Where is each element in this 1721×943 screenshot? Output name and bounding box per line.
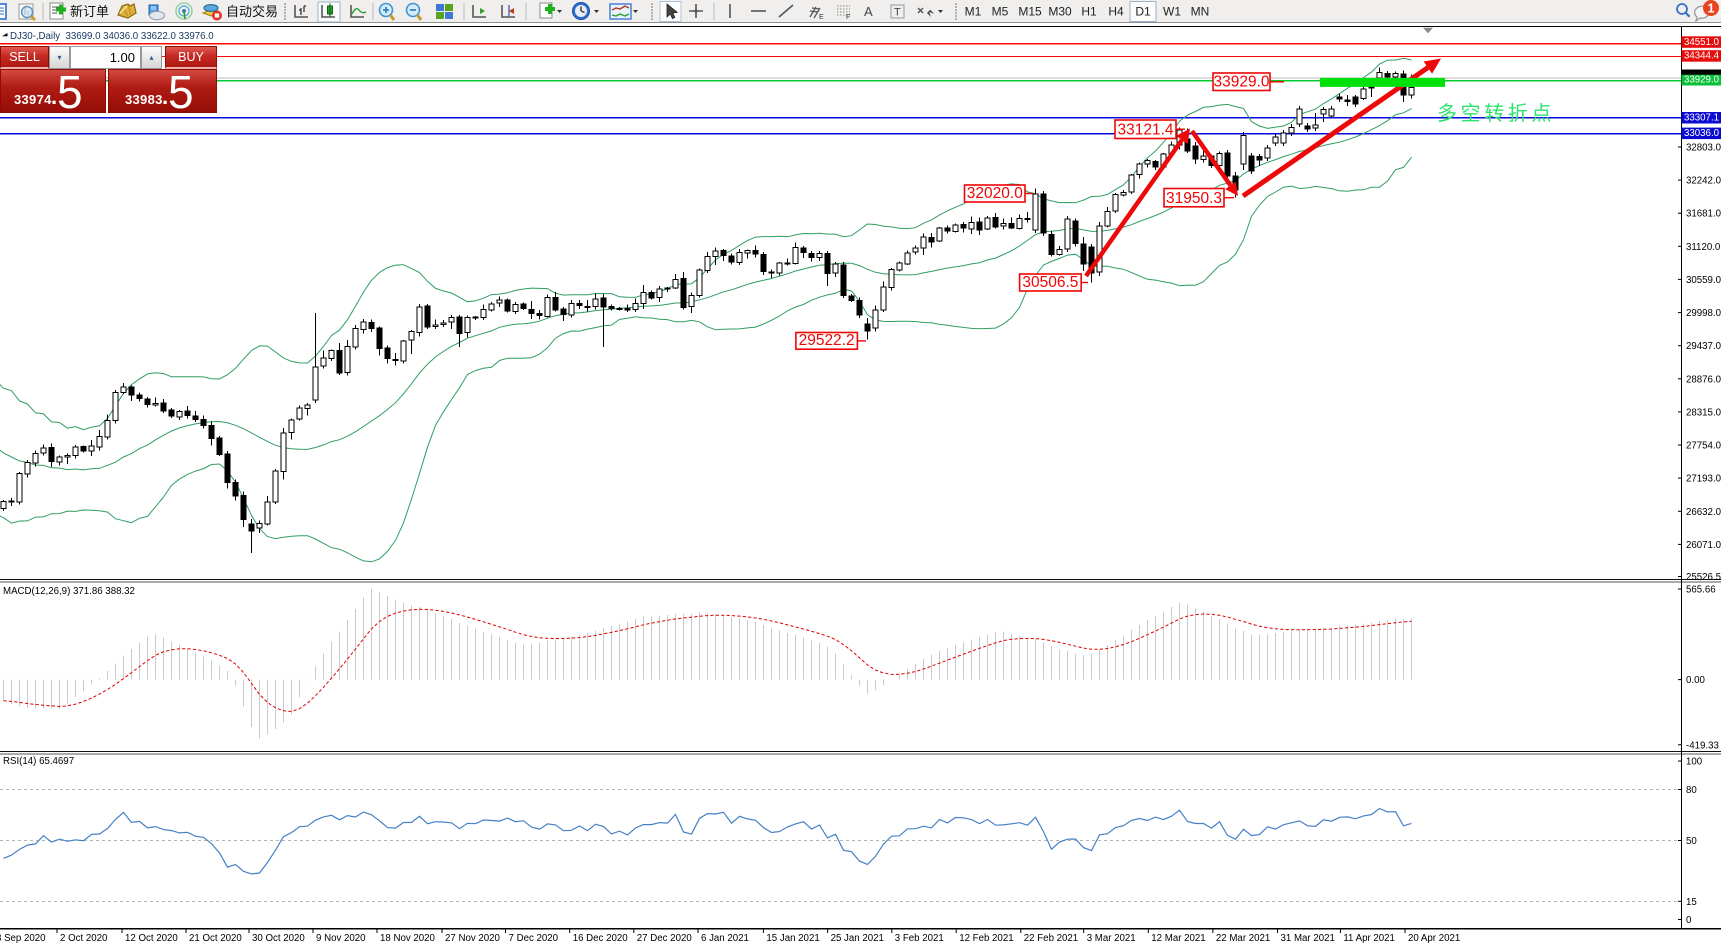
svg-text:30506.5: 30506.5: [1022, 274, 1078, 291]
svg-text:31681.0: 31681.0: [1686, 209, 1721, 220]
svg-text:25 Jan 2021: 25 Jan 2021: [831, 933, 884, 943]
svg-text:H1: H1: [1081, 5, 1097, 19]
svg-text:7 Dec 2020: 7 Dec 2020: [509, 933, 559, 943]
svg-text:27 Dec 2020: 27 Dec 2020: [637, 933, 693, 943]
svg-text:34551.0: 34551.0: [1684, 37, 1720, 48]
svg-text:3 Mar 2021: 3 Mar 2021: [1087, 933, 1136, 943]
svg-text:2 Oct 2020: 2 Oct 2020: [60, 933, 108, 943]
svg-text:28876.0: 28876.0: [1686, 374, 1721, 385]
svg-text:MN: MN: [1191, 5, 1210, 19]
svg-text:MACD(12,26,9) 371.86 388.32: MACD(12,26,9) 371.86 388.32: [3, 586, 135, 597]
svg-text:12 Oct 2020: 12 Oct 2020: [125, 933, 178, 943]
svg-text:16 Dec 2020: 16 Dec 2020: [573, 933, 629, 943]
svg-text:565.66: 565.66: [1686, 585, 1716, 596]
svg-text:A: A: [864, 4, 873, 19]
svg-text:31120.0: 31120.0: [1686, 242, 1721, 253]
svg-text:27193.0: 27193.0: [1686, 474, 1721, 485]
svg-text:M5: M5: [992, 5, 1009, 19]
svg-text:29522.2: 29522.2: [799, 332, 855, 349]
svg-text:0.00: 0.00: [1686, 675, 1705, 686]
svg-text:22 Feb 2021: 22 Feb 2021: [1024, 933, 1078, 943]
svg-text:27 Nov 2020: 27 Nov 2020: [445, 933, 501, 943]
svg-text:29437.0: 29437.0: [1686, 341, 1721, 352]
svg-text:自动交易: 自动交易: [226, 4, 278, 19]
svg-text:D1: D1: [1135, 5, 1151, 19]
svg-text:50: 50: [1686, 836, 1697, 847]
svg-text:E: E: [819, 14, 824, 21]
svg-text:22 Mar 2021: 22 Mar 2021: [1216, 933, 1270, 943]
svg-text:M30: M30: [1048, 5, 1072, 19]
svg-text:15: 15: [1686, 897, 1697, 908]
svg-text:30559.0: 30559.0: [1686, 275, 1721, 286]
svg-text:DJ30-,Daily 33699.0 34036.0 3: DJ30-,Daily 33699.0 34036.0 33622.0 3397…: [10, 31, 214, 42]
svg-text:H4: H4: [1108, 5, 1124, 19]
svg-text:3 Feb 2021: 3 Feb 2021: [895, 933, 944, 943]
svg-text:26632.0: 26632.0: [1686, 507, 1721, 518]
svg-text:1: 1: [1708, 2, 1715, 16]
svg-text:33307.1: 33307.1: [1684, 113, 1719, 124]
svg-text:多空转折点: 多空转折点: [1437, 102, 1555, 125]
svg-text:W1: W1: [1163, 5, 1181, 19]
svg-text:32020.0: 32020.0: [967, 185, 1023, 202]
svg-text:RSI(14) 65.4697: RSI(14) 65.4697: [3, 756, 74, 767]
svg-text:33036.0: 33036.0: [1684, 128, 1720, 139]
svg-text:33121.4: 33121.4: [1117, 122, 1173, 139]
svg-text:11 Apr 2021: 11 Apr 2021: [1343, 933, 1395, 943]
svg-text:29998.0: 29998.0: [1686, 308, 1721, 319]
svg-text:33929.0: 33929.0: [1684, 75, 1720, 86]
svg-text:12 Mar 2021: 12 Mar 2021: [1151, 933, 1205, 943]
svg-text:9 Nov 2020: 9 Nov 2020: [316, 933, 366, 943]
svg-text:20 Apr 2021: 20 Apr 2021: [1408, 933, 1460, 943]
svg-text:28315.0: 28315.0: [1686, 407, 1721, 418]
svg-text:30 Oct 2020: 30 Oct 2020: [252, 933, 305, 943]
svg-text:34344.4: 34344.4: [1684, 51, 1720, 62]
svg-text:F: F: [846, 14, 850, 21]
svg-text:3 Sep 2020: 3 Sep 2020: [0, 933, 46, 943]
svg-text:32242.0: 32242.0: [1686, 176, 1721, 187]
svg-text:100: 100: [1686, 757, 1703, 768]
svg-text:33929.0: 33929.0: [1213, 74, 1269, 91]
svg-text:0: 0: [1686, 915, 1692, 926]
svg-text:21 Oct 2020: 21 Oct 2020: [189, 933, 242, 943]
svg-text:27754.0: 27754.0: [1686, 441, 1721, 452]
svg-text:26071.0: 26071.0: [1686, 540, 1721, 551]
svg-text:12 Feb 2021: 12 Feb 2021: [959, 933, 1013, 943]
svg-text:15 Jan 2021: 15 Jan 2021: [766, 933, 819, 943]
svg-text:18 Nov 2020: 18 Nov 2020: [380, 933, 436, 943]
svg-text:32803.0: 32803.0: [1686, 143, 1721, 154]
svg-text:31950.3: 31950.3: [1166, 190, 1222, 207]
svg-text:M1: M1: [965, 5, 982, 19]
svg-text:-419.33: -419.33: [1686, 740, 1719, 751]
svg-text:新订单: 新订单: [70, 4, 109, 19]
svg-text:6 Jan 2021: 6 Jan 2021: [701, 933, 749, 943]
svg-text:80: 80: [1686, 785, 1697, 796]
svg-text:31 Mar 2021: 31 Mar 2021: [1281, 933, 1335, 943]
svg-text:25526.5: 25526.5: [1686, 572, 1721, 583]
svg-text:T: T: [894, 7, 901, 19]
svg-text:M15: M15: [1018, 5, 1042, 19]
